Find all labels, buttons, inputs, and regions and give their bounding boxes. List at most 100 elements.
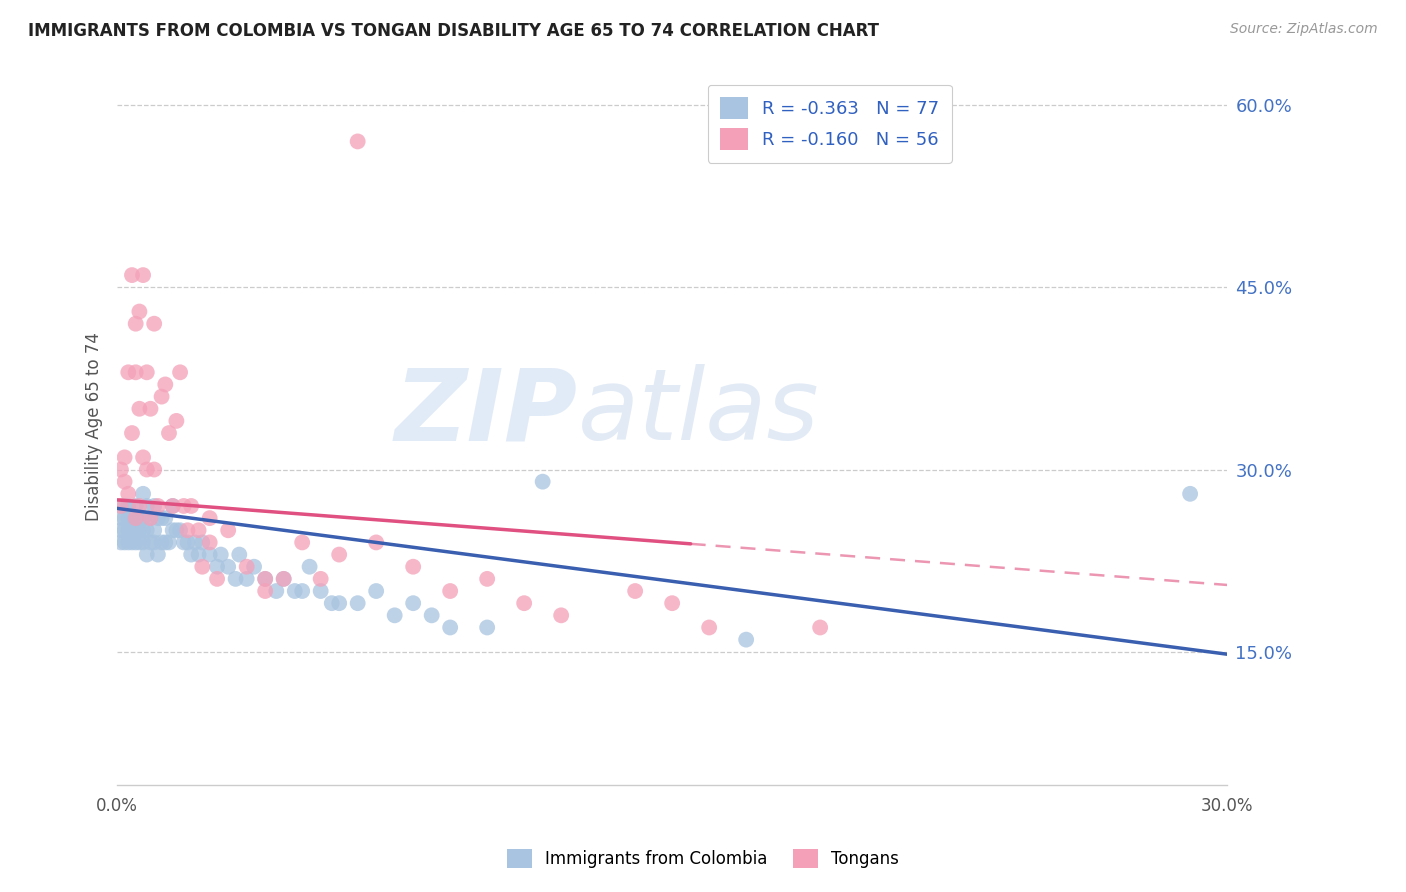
Point	[697, 620, 720, 634]
Point	[121, 523, 143, 537]
Point	[266, 584, 288, 599]
Point	[110, 462, 132, 476]
Point	[132, 535, 155, 549]
Point	[117, 535, 139, 549]
Point	[624, 584, 647, 599]
Point	[139, 511, 162, 525]
Point	[143, 462, 166, 476]
Point	[117, 523, 139, 537]
Point	[475, 620, 498, 634]
Point	[173, 499, 195, 513]
Point	[191, 559, 214, 574]
Point	[121, 425, 143, 440]
Point	[439, 620, 461, 634]
Point	[309, 572, 332, 586]
Point	[298, 559, 321, 574]
Point	[176, 523, 198, 537]
Point	[217, 523, 239, 537]
Point	[117, 365, 139, 379]
Point	[254, 572, 277, 586]
Point	[155, 535, 177, 549]
Point	[125, 499, 148, 513]
Point	[284, 584, 307, 599]
Point	[135, 499, 157, 513]
Text: atlas: atlas	[578, 364, 820, 461]
Point	[187, 523, 209, 537]
Point	[366, 535, 388, 549]
Point	[114, 475, 136, 489]
Point	[217, 559, 239, 574]
Point	[1178, 487, 1201, 501]
Point	[128, 401, 150, 416]
Point	[150, 511, 173, 525]
Point	[180, 548, 202, 562]
Point	[198, 535, 221, 549]
Point	[198, 511, 221, 525]
Point	[155, 511, 177, 525]
Point	[146, 511, 169, 525]
Point	[180, 499, 202, 513]
Point	[150, 390, 173, 404]
Point	[132, 487, 155, 501]
Point	[513, 596, 536, 610]
Point	[128, 535, 150, 549]
Point	[254, 584, 277, 599]
Point	[205, 572, 228, 586]
Point	[150, 535, 173, 549]
Point	[110, 523, 132, 537]
Point	[155, 377, 177, 392]
Point	[235, 559, 257, 574]
Point	[291, 535, 314, 549]
Point	[198, 548, 221, 562]
Point	[125, 511, 148, 525]
Point	[110, 535, 132, 549]
Point	[162, 499, 184, 513]
Point	[110, 499, 132, 513]
Point	[135, 365, 157, 379]
Point	[191, 535, 214, 549]
Text: Source: ZipAtlas.com: Source: ZipAtlas.com	[1230, 22, 1378, 37]
Point	[128, 511, 150, 525]
Text: IMMIGRANTS FROM COLOMBIA VS TONGAN DISABILITY AGE 65 TO 74 CORRELATION CHART: IMMIGRANTS FROM COLOMBIA VS TONGAN DISAB…	[28, 22, 879, 40]
Point	[125, 365, 148, 379]
Point	[125, 317, 148, 331]
Point	[135, 462, 157, 476]
Point	[205, 559, 228, 574]
Point	[328, 548, 350, 562]
Point	[132, 268, 155, 282]
Point	[273, 572, 295, 586]
Point	[162, 523, 184, 537]
Point	[475, 572, 498, 586]
Point	[309, 584, 332, 599]
Point	[176, 535, 198, 549]
Point	[146, 499, 169, 513]
Point	[157, 425, 180, 440]
Point	[321, 596, 343, 610]
Point	[139, 401, 162, 416]
Point	[173, 535, 195, 549]
Point	[114, 535, 136, 549]
Point	[143, 317, 166, 331]
Point	[143, 523, 166, 537]
Point	[132, 523, 155, 537]
Point	[328, 596, 350, 610]
Point	[187, 548, 209, 562]
Point	[139, 535, 162, 549]
Point	[254, 572, 277, 586]
Point	[125, 511, 148, 525]
Point	[273, 572, 295, 586]
Point	[439, 584, 461, 599]
Legend: R = -0.363   N = 77, R = -0.160   N = 56: R = -0.363 N = 77, R = -0.160 N = 56	[707, 85, 952, 163]
Point	[165, 523, 187, 537]
Point	[143, 499, 166, 513]
Point	[128, 304, 150, 318]
Point	[143, 535, 166, 549]
Point	[169, 365, 191, 379]
Point	[114, 450, 136, 465]
Point	[121, 511, 143, 525]
Point	[209, 548, 232, 562]
Text: ZIP: ZIP	[395, 364, 578, 461]
Point	[117, 499, 139, 513]
Point	[139, 511, 162, 525]
Point	[808, 620, 831, 634]
